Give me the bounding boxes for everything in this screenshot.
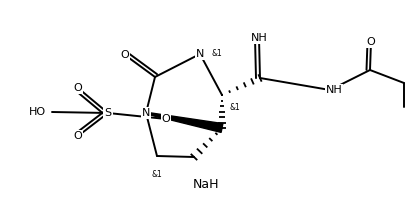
Text: O: O — [74, 83, 82, 93]
Text: NH: NH — [325, 85, 342, 95]
Text: &1: &1 — [230, 103, 241, 112]
Text: O: O — [74, 131, 82, 141]
Text: N: N — [196, 49, 204, 59]
Text: &1: &1 — [152, 170, 162, 179]
Text: &1: &1 — [212, 49, 223, 58]
Text: HO: HO — [29, 107, 46, 117]
Polygon shape — [146, 112, 223, 132]
Text: O: O — [367, 37, 375, 47]
Text: N: N — [142, 108, 150, 118]
Text: NH: NH — [250, 33, 267, 43]
Text: S: S — [104, 108, 112, 118]
Text: O: O — [162, 114, 171, 124]
Text: O: O — [121, 50, 129, 60]
Text: NaH: NaH — [193, 178, 219, 192]
